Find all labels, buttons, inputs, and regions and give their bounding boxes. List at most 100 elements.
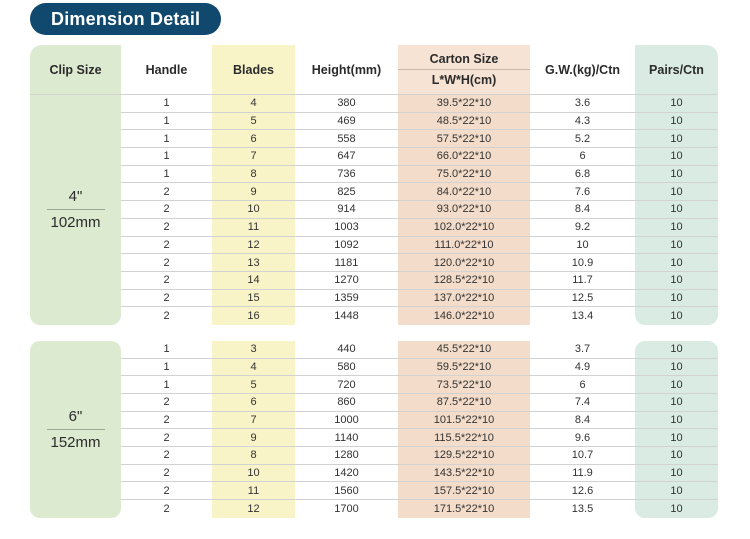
cell-blades: 4 [212,95,295,112]
table-row: 1 6 558 57.5*22*10 5.2 10 [121,130,718,149]
cell-gw: 7.6 [574,185,591,198]
cell-pairs: 10 [635,148,718,165]
cell-handle: 1 [163,378,170,391]
cell-height: 380 [337,97,356,110]
cell-carton: 157.5*22*10 [398,482,530,500]
cell-blades: 9 [212,183,295,201]
carton-header-divider [398,69,530,70]
table-row: 2 13 1181 120.0*22*10 10.9 10 [121,254,718,272]
cell-blades: 11 [212,218,295,236]
cell-pairs: 10 [635,358,718,376]
section-rows: 1 3 440 45.5*22*10 3.7 10 1 4 580 59.5*22*10 4.9 10… [121,340,718,518]
cell-carton: 101.5*22*10 [398,411,530,429]
cell-height: 440 [337,343,356,356]
cell-carton: 111.0*22*10 [398,236,530,254]
cell-gw: 10.9 [571,256,594,269]
cell-blades: 7 [212,148,295,165]
cell-height: 914 [337,203,356,216]
cell-gw: 12.6 [571,484,594,497]
cell-gw: 3.6 [574,97,591,110]
cell-height: 1000 [334,414,359,427]
cell-height: 720 [337,378,356,391]
cell-height: 647 [337,150,356,163]
cell-height: 1270 [334,274,359,287]
cell-height: 1181 [334,256,359,269]
cell-blades: 10 [212,464,295,482]
cell-carton: 48.5*22*10 [398,112,530,130]
cell-handle: 2 [163,221,170,234]
cell-handle: 2 [163,484,170,497]
cell-carton: 57.5*22*10 [398,130,530,148]
header-clip-size: Clip Size [30,45,121,94]
table-row: 2 11 1003 102.0*22*10 9.2 10 [121,218,718,237]
table-row: 2 9 825 84.0*22*10 7.6 10 [121,183,718,202]
cell-carton: 129.5*22*10 [398,447,530,464]
cell-carton: 143.5*22*10 [398,464,530,482]
clip-size-cell: 4" 102mm [30,95,121,325]
cell-pairs: 10 [635,130,718,148]
clip-size-inches: 4" [68,188,83,206]
cell-height: 860 [337,396,356,409]
clip-size-mm: 152mm [50,433,101,451]
cell-blades: 5 [212,376,295,393]
cell-pairs: 10 [635,500,718,518]
table-row: 2 15 1359 137.0*22*10 12.5 10 [121,289,718,308]
table-row: 2 9 1140 115.5*22*10 9.6 10 [121,429,718,448]
cell-blades: 4 [212,358,295,376]
cell-gw: 13.4 [571,310,594,323]
cell-blades: 13 [212,254,295,271]
table-row: 1 4 580 59.5*22*10 4.9 10 [121,358,718,377]
cell-carton: 66.0*22*10 [398,148,530,165]
cell-blades: 8 [212,165,295,183]
cell-pairs: 10 [635,218,718,236]
cell-pairs: 10 [635,95,718,112]
cell-gw: 11.7 [572,274,593,287]
cell-gw: 10.7 [571,449,594,462]
table-row: 2 10 1420 143.5*22*10 11.9 10 [121,464,718,483]
cell-carton: 73.5*22*10 [398,376,530,393]
table-header: Clip Size Handle Blades Height(mm) Carto… [30,45,718,95]
cell-carton: 39.5*22*10 [398,95,530,112]
cell-handle: 2 [163,310,170,323]
cell-blades: 11 [212,482,295,500]
cell-pairs: 10 [635,482,718,500]
cell-pairs: 10 [635,307,718,325]
cell-carton: 45.5*22*10 [398,340,530,358]
table-row: 2 12 1700 171.5*22*10 13.5 10 [121,500,718,518]
cell-pairs: 10 [635,411,718,429]
cell-handle: 1 [163,168,170,181]
cell-gw: 11.9 [572,467,593,480]
cell-carton: 102.0*22*10 [398,218,530,236]
cell-blades: 5 [212,112,295,130]
table-row: 2 8 1280 129.5*22*10 10.7 10 [121,447,718,465]
cell-gw: 4.3 [574,115,591,128]
cell-gw: 9.2 [574,221,591,234]
cell-carton: 75.0*22*10 [398,165,530,183]
cell-height: 1003 [334,221,359,234]
cell-gw: 13.5 [571,502,594,515]
cell-carton: 93.0*22*10 [398,201,530,218]
page-title: Dimension Detail [30,3,222,35]
cell-height: 1420 [334,467,359,480]
cell-blades: 12 [212,236,295,254]
cell-handle: 2 [163,396,170,409]
cell-pairs: 10 [635,464,718,482]
cell-carton: 115.5*22*10 [398,429,530,447]
cell-gw: 6 [579,378,586,391]
cell-handle: 2 [163,256,170,269]
header-blades: Blades [212,45,295,94]
clip-size-inches: 6" [68,407,83,425]
cell-pairs: 10 [635,340,718,358]
table-row: 2 10 914 93.0*22*10 8.4 10 [121,201,718,219]
cell-height: 580 [337,360,356,373]
cell-handle: 2 [163,449,170,462]
table-row: 2 16 1448 146.0*22*10 13.4 10 [121,307,718,325]
cell-pairs: 10 [635,183,718,201]
cell-height: 1280 [334,449,359,462]
cell-blades: 6 [212,394,295,411]
cell-carton: 87.5*22*10 [398,394,530,411]
cell-gw: 12.5 [571,291,594,304]
header-carton-sub: L*W*H(cm) [431,73,497,87]
cell-blades: 9 [212,429,295,447]
